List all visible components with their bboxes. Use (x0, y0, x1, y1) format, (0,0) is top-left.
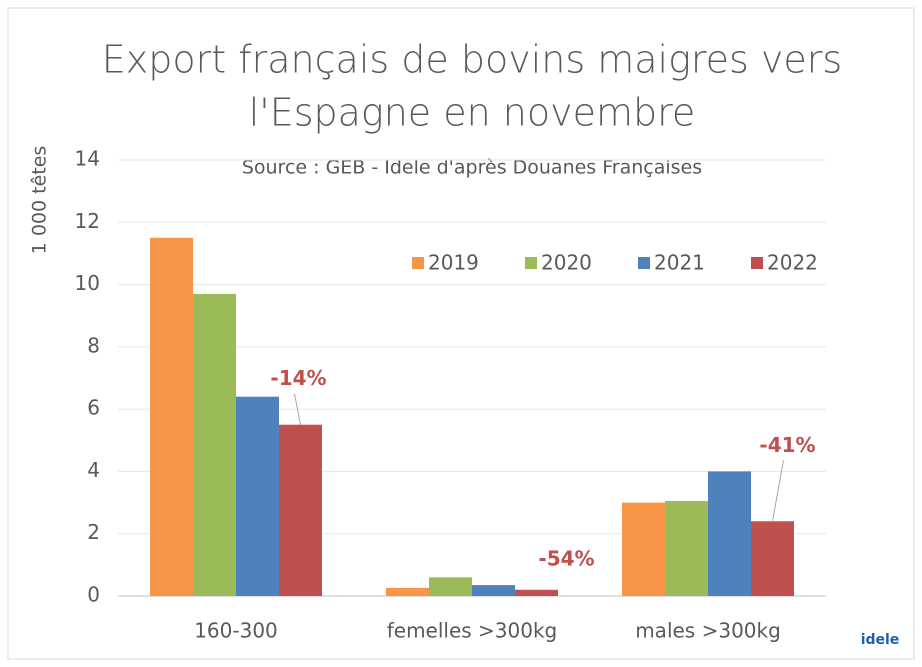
bar (429, 577, 472, 596)
y-tick-label: 12 (75, 209, 100, 233)
annotation: -41% (759, 433, 815, 457)
y-tick-label: 8 (87, 333, 100, 357)
y-tick-label: 4 (87, 458, 100, 482)
y-tick-label: 2 (87, 520, 100, 544)
bar (622, 502, 665, 596)
legend-label: 2021 (654, 251, 705, 275)
bar (751, 521, 794, 596)
bar (708, 471, 751, 596)
bar (472, 585, 515, 596)
legend-swatch (412, 257, 424, 269)
legend-label: 2019 (428, 251, 479, 275)
legend-label: 2020 (541, 251, 592, 275)
legend-swatch (525, 257, 537, 269)
y-tick-label: 0 (87, 583, 100, 607)
chart-title: l'Espagne en novembre (249, 91, 696, 135)
bar (236, 396, 279, 596)
legend-swatch (638, 257, 650, 269)
y-tick-label: 10 (75, 271, 100, 295)
logo: idele (861, 632, 900, 648)
x-tick-label: 160-300 (194, 619, 278, 643)
annotation-leader (294, 393, 301, 425)
y-tick-label: 6 (87, 396, 100, 420)
bar (665, 501, 708, 596)
y-tick-label: 14 (75, 147, 100, 171)
chart-title: Export français de bovins maigres vers (102, 38, 842, 82)
bar (515, 589, 558, 596)
legend-label: 2022 (767, 251, 818, 275)
bar (150, 237, 193, 596)
legend-swatch (751, 257, 763, 269)
annotation-leader (772, 460, 784, 522)
subtitle: Source : GEB - Idele d'après Douanes Fra… (242, 157, 702, 179)
bar (279, 424, 322, 596)
bar (193, 293, 236, 596)
y-axis-label: 1 000 têtes (29, 146, 51, 255)
annotation: -54% (538, 546, 594, 570)
x-tick-label: males >300kg (635, 619, 781, 643)
bar (386, 587, 429, 596)
x-tick-label: femelles >300kg (387, 619, 558, 643)
annotation: -14% (270, 366, 326, 390)
